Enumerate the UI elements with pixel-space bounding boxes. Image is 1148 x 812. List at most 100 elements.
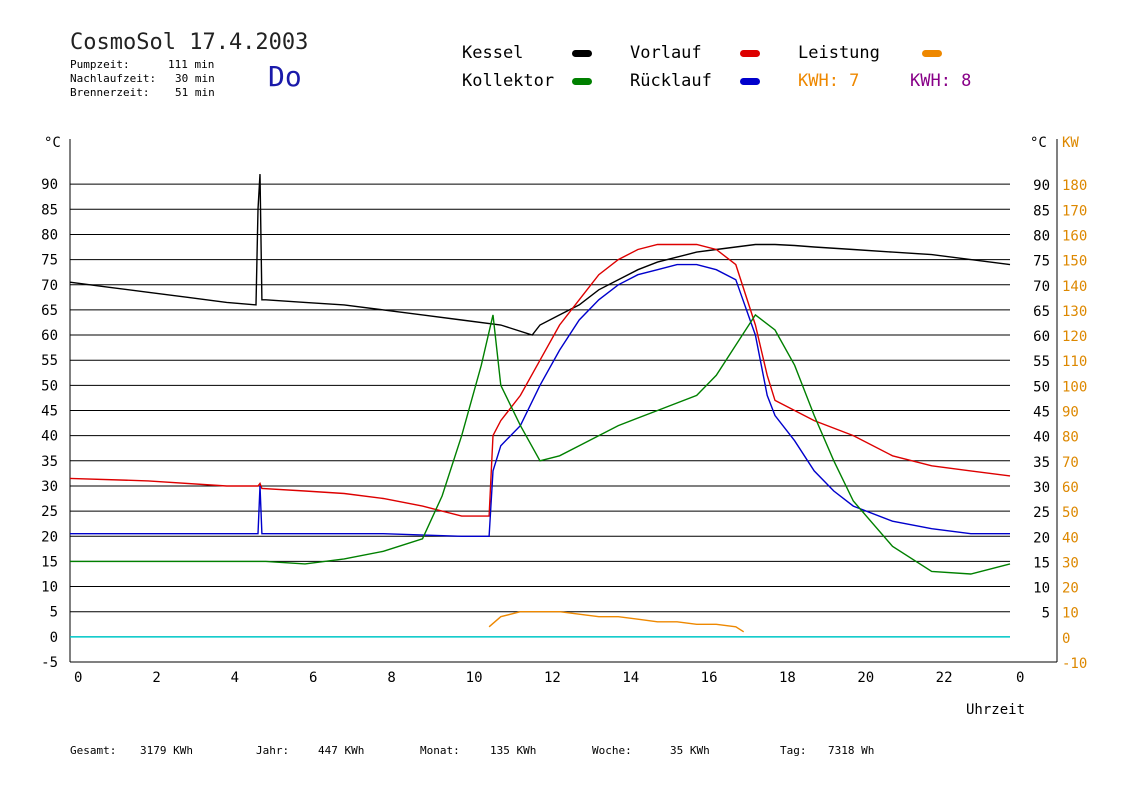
y-tick-right-kw: 140 <box>1062 279 1087 295</box>
y-tick-right-c: 5 <box>1042 606 1050 622</box>
stat-pumpzeit-value: 111 min <box>168 58 215 71</box>
y-tick-right-c: 80 <box>1033 228 1050 244</box>
y-tick-right-c: 40 <box>1033 430 1050 446</box>
y-tick-right-c: 85 <box>1033 203 1050 219</box>
x-tick: 2 <box>152 670 160 686</box>
footer-monat-label: Monat: <box>420 744 460 757</box>
y-tick-right-kw: 20 <box>1062 581 1079 597</box>
y-tick-left: 55 <box>41 353 58 369</box>
legend-kollektor-label: Kollektor <box>462 71 555 91</box>
legend-kessel-swatch <box>572 50 592 57</box>
y-tick-right-c: 60 <box>1033 329 1050 345</box>
page-title: CosmoSol 17.4.2003 <box>70 30 309 55</box>
y-tick-right-c: 70 <box>1033 279 1050 295</box>
legend-leistung-label: Leistung <box>798 43 880 63</box>
y-tick-right-c: 35 <box>1033 455 1050 471</box>
legend-kessel-label: Kessel <box>462 43 524 63</box>
y-tick-right-c: 20 <box>1033 530 1050 546</box>
y-tick-right-kw: 170 <box>1062 203 1087 219</box>
series-line-kollektor <box>70 313 1011 575</box>
x-tick: 4 <box>231 670 239 686</box>
legend-kwh-leistung: KWH: 7 <box>798 71 860 91</box>
legend-vorlauf-label: Vorlauf <box>630 43 702 63</box>
y-tick-right-c: 15 <box>1033 555 1050 571</box>
y-tick-right-kw: 180 <box>1062 178 1087 194</box>
legend-leistung-swatch <box>922 50 942 57</box>
footer-gesamt-value: 3179 KWh <box>140 744 193 757</box>
y-axis-unit-left: °C <box>44 135 61 151</box>
x-tick: 18 <box>779 670 796 686</box>
grid-layer <box>69 139 1058 663</box>
series-line-leistung <box>488 611 745 633</box>
y-tick-right-kw: 30 <box>1062 555 1079 571</box>
y-tick-right-kw: 90 <box>1062 405 1079 421</box>
y-tick-right-kw: 100 <box>1062 379 1087 395</box>
stat-nachlaufzeit-value: 30 min <box>175 72 215 85</box>
series-line-kessel <box>69 174 1011 336</box>
y-tick-left: 15 <box>41 554 58 570</box>
x-tick: 22 <box>936 670 953 686</box>
footer-monat-value: 135 KWh <box>490 744 537 757</box>
y-tick-right-kw: 130 <box>1062 304 1087 320</box>
y-tick-left: 20 <box>41 529 58 545</box>
y-tick-right-c: 90 <box>1033 178 1050 194</box>
y-tick-right-c: 30 <box>1033 480 1050 496</box>
legend-ruecklauf-label: Rücklauf <box>630 71 712 91</box>
stat-nachlaufzeit-label: Nachlaufzeit: <box>70 72 157 85</box>
y-tick-right-c: 25 <box>1033 505 1050 521</box>
footer-gesamt-label: Gesamt: <box>70 744 117 757</box>
stat-brennerzeit-value: 51 min <box>175 86 215 99</box>
y-tick-right-kw: 40 <box>1062 530 1079 546</box>
y-tick-left: 50 <box>41 378 58 394</box>
tick-layer: -5051015202530354045505560657075808590°C… <box>41 135 1087 686</box>
y-tick-left: 90 <box>41 177 58 193</box>
y-tick-right-c: 10 <box>1033 581 1050 597</box>
x-tick: 0 <box>1016 670 1024 686</box>
y-tick-right-c: 55 <box>1033 354 1050 370</box>
series-line-rcklauf <box>70 263 1010 537</box>
weekday-label: Do <box>268 60 302 93</box>
footer-woche-value: 35 KWh <box>670 744 710 757</box>
legend-kwh-purple: KWH: 8 <box>910 71 972 91</box>
footer-jahr-value: 447 KWh <box>318 744 365 757</box>
legend-vorlauf-swatch <box>740 50 760 57</box>
y-tick-right-kw: 150 <box>1062 254 1087 270</box>
series-layer <box>69 174 1011 633</box>
legend-ruecklauf-swatch <box>740 78 760 85</box>
y-tick-right-kw: 110 <box>1062 354 1087 370</box>
stat-pumpzeit-label: Pumpzeit: <box>70 58 130 71</box>
y-tick-right-c: 75 <box>1033 254 1050 270</box>
x-tick: 20 <box>857 670 874 686</box>
y-tick-left: 80 <box>41 227 58 243</box>
x-tick: 8 <box>387 670 395 686</box>
y-tick-left: 30 <box>41 479 58 495</box>
x-tick: 10 <box>466 670 483 686</box>
x-tick: 16 <box>701 670 718 686</box>
y-tick-left: 35 <box>41 454 58 470</box>
x-axis-label: Uhrzeit <box>966 702 1026 718</box>
y-tick-left: 5 <box>50 605 58 621</box>
y-tick-left: 40 <box>41 429 58 445</box>
y-axis-unit-right-kw: KW <box>1062 135 1079 151</box>
footer-tag-value: 7318 Wh <box>828 744 875 757</box>
y-tick-left: 0 <box>50 630 58 646</box>
y-tick-left: 85 <box>41 202 58 218</box>
y-tick-right-c: 65 <box>1033 304 1050 320</box>
y-tick-right-c: 45 <box>1033 405 1050 421</box>
x-tick: 6 <box>309 670 317 686</box>
y-tick-right-kw: -10 <box>1062 656 1087 672</box>
y-tick-left: -5 <box>41 655 58 671</box>
y-tick-right-kw: 10 <box>1062 606 1079 622</box>
y-tick-right-kw: 80 <box>1062 430 1079 446</box>
y-tick-right-kw: 50 <box>1062 505 1079 521</box>
footer-woche-label: Woche: <box>592 744 632 757</box>
y-tick-left: 10 <box>41 580 58 596</box>
y-tick-right-c: 50 <box>1033 379 1050 395</box>
y-axis-unit-right-c: °C <box>1030 135 1047 151</box>
y-tick-right-kw: 60 <box>1062 480 1079 496</box>
y-tick-left: 45 <box>41 404 58 420</box>
x-tick: 12 <box>544 670 561 686</box>
x-tick: 0 <box>74 670 82 686</box>
series-line-vorlauf <box>69 243 1011 517</box>
